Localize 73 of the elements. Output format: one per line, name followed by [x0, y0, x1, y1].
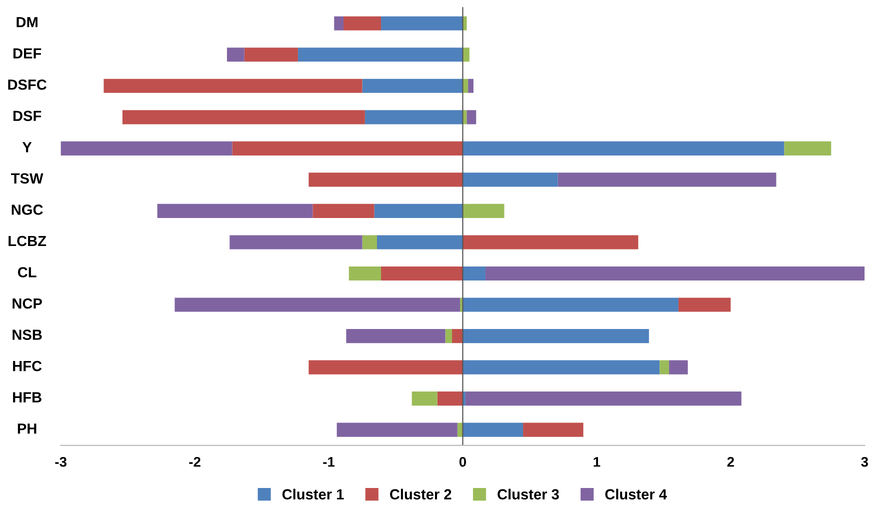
bar — [362, 235, 377, 250]
bar — [452, 329, 463, 344]
bar — [462, 266, 486, 281]
bar — [784, 141, 832, 156]
bar — [381, 16, 463, 30]
bar — [466, 110, 476, 124]
legend-label: Cluster 3 — [498, 488, 559, 500]
bar — [445, 329, 452, 344]
bar — [232, 141, 463, 156]
bar — [462, 298, 678, 312]
bar — [122, 110, 365, 124]
x-tick-label: -1 — [323, 457, 335, 467]
bar — [334, 16, 344, 30]
bar — [308, 360, 463, 374]
bar — [104, 78, 362, 93]
bar — [678, 298, 731, 312]
y-tick-label: HFB — [13, 392, 42, 402]
legend-label: Cluster 4 — [605, 488, 667, 500]
bar — [312, 204, 374, 218]
y-tick-label: PH — [18, 424, 36, 434]
bar — [348, 266, 382, 281]
y-tick-label: DEF — [13, 48, 42, 58]
bar — [486, 266, 865, 281]
bar — [462, 422, 524, 437]
bar — [230, 235, 362, 250]
bar — [244, 48, 298, 62]
y-tick-label: LCBZ — [8, 236, 46, 246]
bar — [462, 235, 638, 250]
bar — [60, 141, 232, 156]
bar — [465, 392, 742, 406]
bar — [174, 298, 460, 312]
y-tick-label: NGC — [12, 204, 43, 215]
y-tick-label: NCP — [12, 298, 42, 309]
bar — [462, 329, 649, 344]
bar — [364, 110, 463, 124]
y-tick-label: DSF — [13, 110, 42, 122]
bar — [462, 360, 660, 374]
bar — [437, 392, 463, 406]
bar — [226, 48, 244, 62]
x-tick-label: 3 — [861, 456, 868, 467]
bar — [344, 16, 382, 30]
y-tick-label: NSB — [12, 330, 42, 340]
x-tick-label: -3 — [55, 456, 67, 467]
y-tick-label: HFC — [13, 360, 42, 372]
bar — [669, 360, 688, 374]
x-tick-label: 0 — [459, 456, 466, 467]
legend-label: Cluster 2 — [390, 488, 452, 500]
bar — [157, 204, 313, 218]
bar — [462, 141, 784, 156]
bar — [374, 204, 463, 218]
bar — [558, 172, 776, 187]
y-tick-label: Y — [22, 142, 32, 152]
x-tick-label: 1 — [594, 457, 600, 467]
bar — [362, 78, 463, 93]
bar — [346, 329, 446, 344]
bar — [523, 422, 584, 437]
bar — [377, 235, 463, 250]
bar — [462, 204, 504, 218]
bar — [412, 392, 438, 406]
bar — [660, 360, 670, 374]
bar — [336, 422, 458, 437]
y-tick-label: TSW — [11, 173, 44, 184]
bar — [308, 172, 463, 187]
bar — [468, 78, 474, 93]
y-tick-label: CL — [18, 267, 36, 278]
y-tick-label: DSFC — [8, 79, 47, 90]
bar — [381, 266, 463, 281]
x-tick-label: -2 — [189, 456, 200, 467]
legend-label: Cluster 1 — [282, 488, 344, 500]
bar — [298, 48, 463, 62]
x-tick-label: 2 — [727, 456, 734, 467]
bar — [462, 172, 558, 187]
y-tick-label: DM — [16, 17, 38, 28]
